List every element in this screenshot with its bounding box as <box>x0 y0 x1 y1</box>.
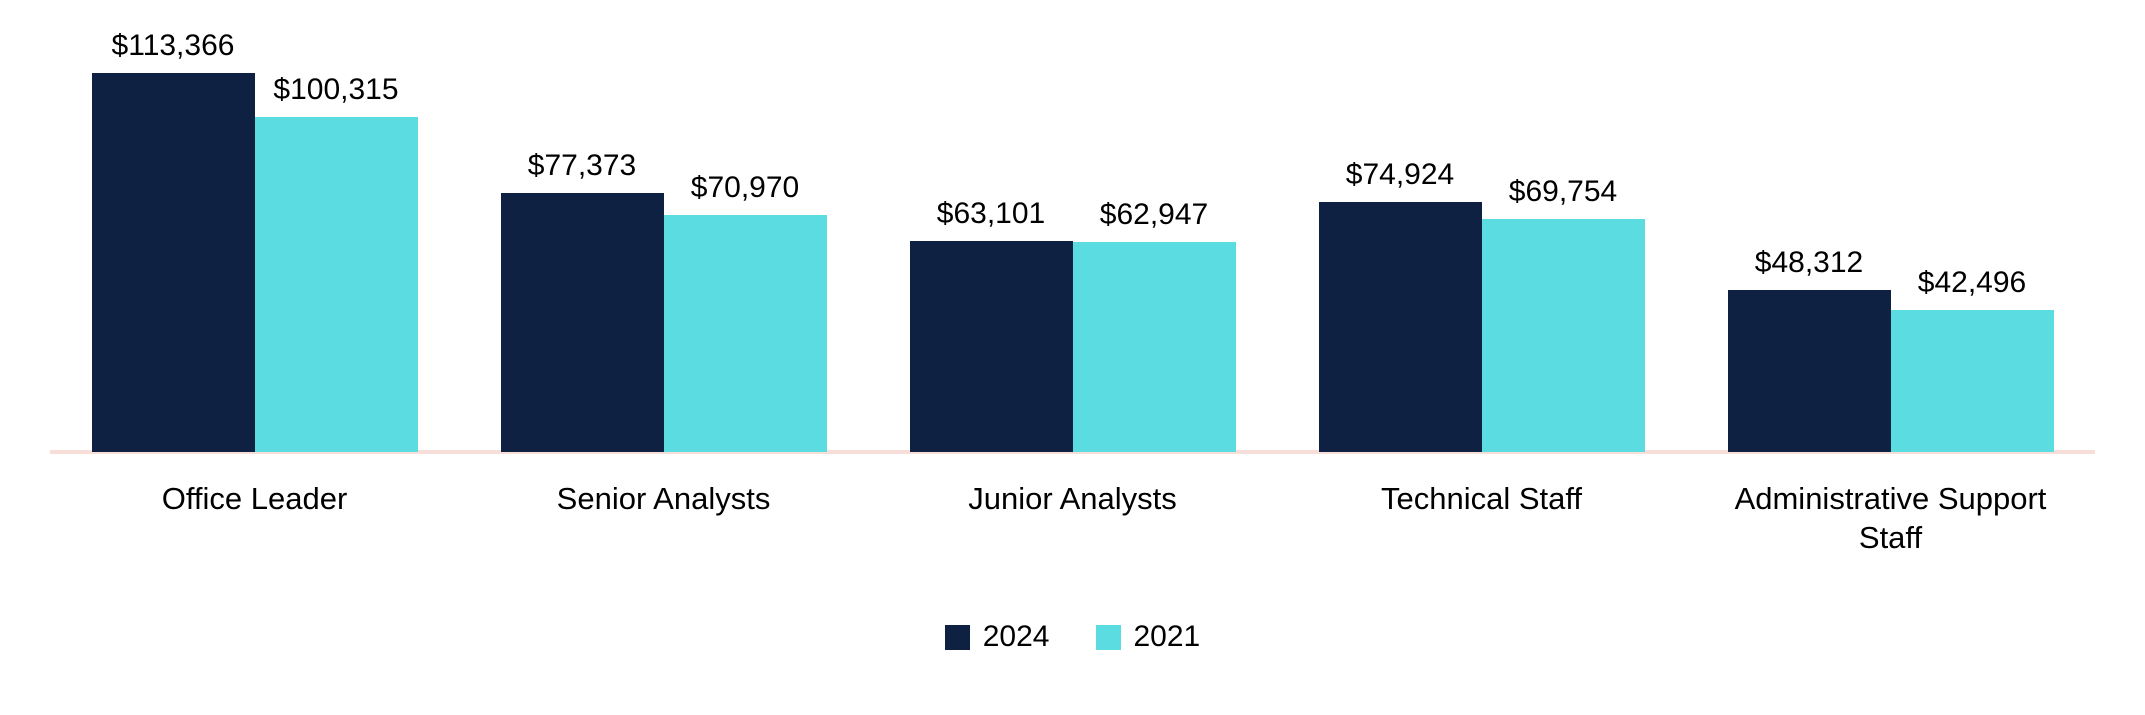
legend-item-2021: 2021 <box>1095 620 1201 653</box>
legend-label-2024: 2024 <box>982 620 1050 653</box>
value-label-2024-1: $113,366 <box>111 29 235 62</box>
category-label-2: Senior Analysts <box>556 481 771 516</box>
legend-swatch-2021 <box>1095 624 1121 650</box>
chart-legend: 2024 2021 <box>0 622 2145 652</box>
bar-2021-4 <box>1481 219 1645 452</box>
legend-label-2021: 2021 <box>1133 620 1201 653</box>
value-label-2021-1: $100,315 <box>273 73 399 106</box>
bar-2024-5 <box>1727 290 1891 452</box>
category-label-5: Administrative Support Staff <box>1734 481 2047 555</box>
value-label-2024-2: $77,373 <box>527 149 637 182</box>
value-label-2021-5: $42,496 <box>1917 266 2027 299</box>
legend-swatch-2024 <box>944 624 970 650</box>
value-label-2021-4: $69,754 <box>1508 175 1618 208</box>
bar-2024-1 <box>91 73 255 452</box>
value-label-2024-5: $48,312 <box>1754 246 1864 279</box>
bar-2021-5 <box>1890 310 2054 452</box>
category-label-3: Junior Analysts <box>968 481 1177 516</box>
bar-2021-1 <box>254 117 418 452</box>
bar-2021-2 <box>663 215 827 452</box>
legend-item-2024: 2024 <box>944 620 1050 653</box>
bar-2024-3 <box>909 241 1073 452</box>
bar-2024-4 <box>1318 202 1482 452</box>
category-label-4: Technical Staff <box>1380 481 1583 516</box>
category-label-1: Office Leader <box>161 481 348 516</box>
value-label-2024-3: $63,101 <box>936 197 1046 230</box>
bar-2024-2 <box>500 193 664 452</box>
value-label-2024-4: $74,924 <box>1345 158 1455 191</box>
value-label-2021-3: $62,947 <box>1099 198 1209 231</box>
x-axis-line <box>50 450 2095 454</box>
value-label-2021-2: $70,970 <box>690 171 800 204</box>
bar-2021-3 <box>1072 242 1236 452</box>
